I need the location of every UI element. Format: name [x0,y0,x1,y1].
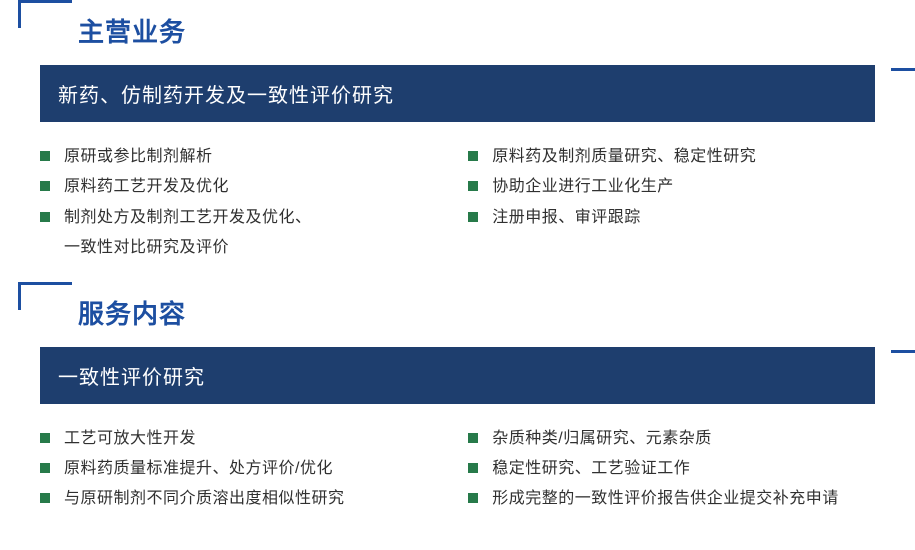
bullet-text: 原料药及制剂质量研究、稳定性研究 [492,142,756,172]
list-item: 与原研制剂不同介质溶出度相似性研究 [40,484,428,514]
list-item: 稳定性研究、工艺验证工作 [468,454,875,484]
square-bullet-icon [468,212,478,222]
bullet-text: 协助企业进行工业化生产 [492,172,674,202]
section-service-content: 服务内容 一致性评价研究 工艺可放大性开发 原料药质量标准提升、处方评价/优化 … [0,286,915,515]
bullet-text: 制剂处方及制剂工艺开发及优化、 [64,203,312,233]
bullet-text: 注册申报、审评跟踪 [492,203,641,233]
section-main-business: 主营业务 新药、仿制药开发及一致性评价研究 原研或参比制剂解析 原料药工艺开发及… [0,0,915,264]
list-item: 注册申报、审评跟踪 [468,203,875,233]
bullet-col-right: 杂质种类/归属研究、元素杂质 稳定性研究、工艺验证工作 形成完整的一致性评价报告… [468,424,875,515]
square-bullet-icon [40,433,50,443]
section-title-main-business: 主营业务 [78,6,915,49]
square-bullet-icon [40,212,50,222]
list-item: 原料药工艺开发及优化 [40,172,428,202]
bullet-text: 原研或参比制剂解析 [64,142,213,172]
list-item: 原料药及制剂质量研究、稳定性研究 [468,142,875,172]
bullet-text: 形成完整的一致性评价报告供企业提交补充申请 [492,484,839,514]
square-bullet-icon [40,463,50,473]
bullet-text: 杂质种类/归属研究、元素杂质 [492,424,711,454]
list-item: 形成完整的一致性评价报告供企业提交补充申请 [468,484,875,514]
bracket-open-icon [18,282,72,310]
bullet-text: 原料药工艺开发及优化 [64,172,229,202]
square-bullet-icon [40,181,50,191]
bracket-open-icon [18,0,72,28]
list-item: 制剂处方及制剂工艺开发及优化、 [40,203,428,233]
bullet-col-right: 原料药及制剂质量研究、稳定性研究 协助企业进行工业化生产 注册申报、审评跟踪 [468,142,875,264]
list-item: 杂质种类/归属研究、元素杂质 [468,424,875,454]
square-bullet-icon [468,433,478,443]
square-bullet-icon [40,151,50,161]
bullet-col-left: 原研或参比制剂解析 原料药工艺开发及优化 制剂处方及制剂工艺开发及优化、 一致性… [40,142,428,264]
bullet-columns: 工艺可放大性开发 原料药质量标准提升、处方评价/优化 与原研制剂不同介质溶出度相… [40,424,875,515]
list-item: 原研或参比制剂解析 [40,142,428,172]
list-item: 原料药质量标准提升、处方评价/优化 [40,454,428,484]
list-item: 工艺可放大性开发 [40,424,428,454]
bullet-text: 工艺可放大性开发 [64,424,196,454]
bullet-text: 原料药质量标准提升、处方评价/优化 [64,454,333,484]
bracket-close-icon [891,43,915,71]
banner-service-content: 一致性评价研究 [40,347,875,404]
square-bullet-icon [468,151,478,161]
section-title-service-content: 服务内容 [78,288,915,331]
square-bullet-icon [468,463,478,473]
banner-main-business: 新药、仿制药开发及一致性评价研究 [40,65,875,122]
list-item: 协助企业进行工业化生产 [468,172,875,202]
square-bullet-icon [468,181,478,191]
bullet-columns: 原研或参比制剂解析 原料药工艺开发及优化 制剂处方及制剂工艺开发及优化、 一致性… [40,142,875,264]
square-bullet-icon [40,493,50,503]
bullet-text: 与原研制剂不同介质溶出度相似性研究 [64,484,345,514]
bracket-close-icon [891,325,915,353]
bullet-text-continuation: 一致性对比研究及评价 [40,233,428,263]
bullet-text: 稳定性研究、工艺验证工作 [492,454,690,484]
square-bullet-icon [468,493,478,503]
bullet-col-left: 工艺可放大性开发 原料药质量标准提升、处方评价/优化 与原研制剂不同介质溶出度相… [40,424,428,515]
